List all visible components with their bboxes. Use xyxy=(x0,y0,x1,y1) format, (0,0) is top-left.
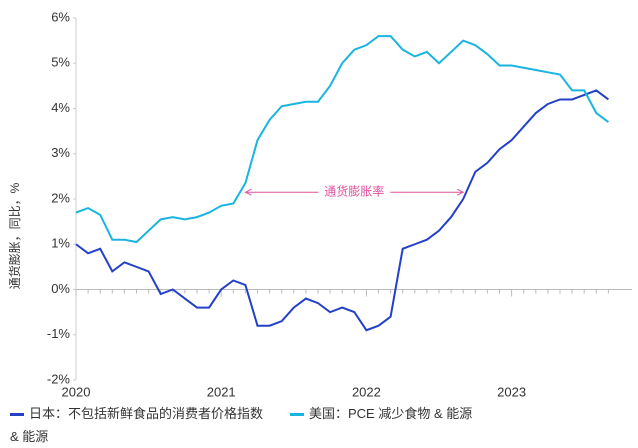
y-tick-label: -1% xyxy=(47,326,71,341)
y-tick-label: 3% xyxy=(51,145,70,160)
y-axis-label: 通货膨胀，同比，% xyxy=(7,182,22,289)
y-tick-label: 1% xyxy=(51,236,70,251)
arrow-head xyxy=(244,188,252,196)
x-tick-label: 2020 xyxy=(62,384,91,399)
x-tick-label: 2022 xyxy=(352,384,381,399)
y-tick-label: 4% xyxy=(51,100,70,115)
legend-label: 日本：不包括新鲜食品的消费者价格指数 & 能源 xyxy=(10,406,264,444)
chart: 通货膨胀，同比，% -2% -1% 0% 1% 2% 3% 4% 5% 6% 2020 2021 20… xyxy=(7,9,632,399)
series-line xyxy=(75,35,609,244)
legend-swatch xyxy=(290,413,304,417)
y-tick-label: 0% xyxy=(51,281,70,296)
x-tick-label: 2023 xyxy=(497,384,526,399)
y-tick-label: 2% xyxy=(51,190,70,205)
y-tick-label: 6% xyxy=(51,9,70,24)
legend-item: 美国：PCE 减少食物 & 能源 xyxy=(290,402,620,425)
legend-swatch xyxy=(10,413,24,417)
y-tick-label: 5% xyxy=(51,55,70,70)
series-line xyxy=(75,89,609,332)
arrow-head xyxy=(456,188,465,196)
annotation-text: 通货膨胀率 xyxy=(324,183,384,198)
legend-label: 美国：PCE 减少食物 & 能源 xyxy=(309,406,473,421)
y-tick-label: -2% xyxy=(47,371,71,386)
x-tick-label: 2021 xyxy=(207,384,236,399)
legend-item: 日本：不包括新鲜食品的消费者价格指数 & 能源 xyxy=(10,402,272,448)
